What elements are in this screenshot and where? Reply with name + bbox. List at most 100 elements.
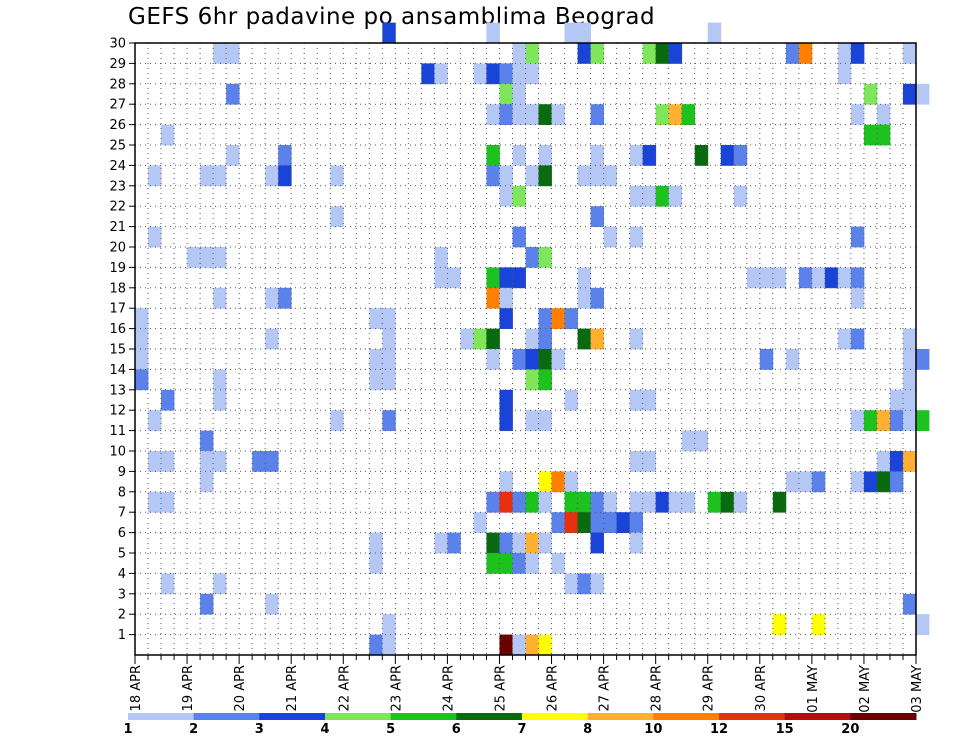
heatmap-cell — [382, 349, 396, 370]
heatmap-cell — [512, 226, 526, 248]
y-tick-label: 26 — [109, 118, 126, 133]
x-tick-label: 18 APR — [129, 665, 144, 711]
heatmap-cell — [720, 145, 735, 166]
heatmap-cell — [590, 43, 604, 64]
heatmap-cell — [564, 22, 578, 44]
heatmap-cell — [187, 247, 201, 268]
heatmap-cell — [590, 491, 604, 513]
heatmap-cell — [603, 491, 618, 513]
heatmap-cell — [876, 104, 891, 125]
heatmap-cell — [746, 267, 761, 289]
y-tick-label: 2 — [118, 608, 126, 623]
y-tick-label: 14 — [109, 363, 126, 378]
legend-label: 5 — [386, 722, 395, 737]
heatmap-cell — [902, 83, 917, 105]
heatmap-cell — [889, 451, 904, 472]
heatmap-cell — [369, 634, 383, 656]
legend-label: 4 — [320, 722, 329, 737]
heatmap-cell — [902, 349, 917, 370]
heatmap-cell — [486, 328, 500, 350]
heatmap-cell — [629, 451, 644, 472]
heatmap-cell — [798, 43, 813, 64]
legend-label: 6 — [452, 722, 461, 737]
y-tick-label: 17 — [109, 302, 126, 317]
legend-swatch — [390, 713, 457, 720]
heatmap-cell — [876, 471, 891, 493]
heatmap-cell — [577, 573, 591, 595]
heatmap-cell — [213, 369, 227, 391]
heatmap-cell — [382, 410, 396, 431]
heatmap-cell — [499, 308, 513, 329]
y-tick-label: 1 — [118, 628, 126, 643]
heatmap-cell — [200, 451, 214, 472]
heatmap-cell — [499, 553, 513, 574]
heatmap-cell — [525, 634, 539, 656]
heatmap-cell — [694, 430, 709, 452]
heatmap-cell — [226, 43, 240, 64]
heatmap-cell — [525, 104, 539, 125]
heatmap-cell — [486, 532, 500, 554]
heatmap-cell — [486, 145, 500, 166]
heatmap-cell — [486, 63, 500, 85]
heatmap-cell — [551, 349, 565, 370]
heatmap-cell — [538, 104, 552, 125]
heatmap-cell — [538, 145, 552, 166]
heatmap-cell — [499, 165, 513, 187]
heatmap-cell — [694, 145, 709, 166]
heatmap-cell — [655, 43, 670, 64]
legend-swatch — [193, 713, 260, 720]
heatmap-cell — [499, 532, 513, 554]
heatmap-cell — [590, 104, 604, 125]
heatmap-cell — [889, 471, 904, 493]
heatmap-cell — [642, 451, 657, 472]
heatmap-cell — [772, 267, 787, 289]
heatmap-cell — [629, 491, 644, 513]
heatmap-cell — [512, 634, 526, 656]
heatmap-cell — [525, 369, 539, 391]
heatmap-cell — [551, 553, 565, 574]
x-tick-label: 26 APR — [546, 665, 561, 711]
heatmap-cell — [850, 226, 865, 248]
heatmap-cell — [148, 410, 162, 431]
legend-swatch — [522, 713, 589, 720]
heatmap-cell — [382, 614, 396, 635]
heatmap-cell — [369, 369, 383, 391]
heatmap-cell — [564, 389, 578, 411]
heatmap-cell — [148, 451, 162, 472]
heatmap-cell — [200, 165, 214, 187]
x-tick-label: 24 APR — [441, 665, 456, 711]
heatmap-cell — [551, 512, 565, 533]
heatmap-cell — [876, 124, 891, 146]
x-tick-label: 19 APR — [181, 665, 196, 711]
heatmap-cell — [902, 451, 917, 472]
x-tick-label: 03 MAY — [910, 665, 925, 713]
heatmap-cell — [213, 287, 227, 309]
heatmap-cell — [577, 22, 591, 44]
heatmap-cell — [525, 165, 539, 187]
heatmap-cell — [369, 349, 383, 370]
x-tick-label: 23 APR — [389, 665, 404, 711]
y-tick-label: 10 — [109, 445, 126, 460]
heatmap-cell — [460, 328, 474, 350]
heatmap-cell — [798, 267, 813, 289]
heatmap-cell — [148, 491, 162, 513]
heatmap-cell — [421, 63, 435, 85]
heatmap-cell — [148, 165, 162, 187]
y-tick-label: 12 — [109, 404, 126, 419]
heatmap-cell — [916, 614, 930, 635]
heatmap-cell — [278, 287, 292, 309]
heatmap-cell — [265, 287, 279, 309]
heatmap-cell — [681, 104, 696, 125]
heatmap-cell — [863, 471, 878, 493]
heatmap-cell — [642, 389, 657, 411]
y-tick-label: 20 — [109, 241, 126, 256]
heatmap-cell — [785, 43, 800, 64]
legend-swatch — [128, 713, 195, 720]
y-tick-label: 7 — [118, 506, 126, 521]
heatmap-cell — [655, 104, 670, 125]
heatmap-cell — [525, 63, 539, 85]
heatmap-cell — [577, 287, 591, 309]
heatmap-cell — [629, 145, 644, 166]
heatmap-cell — [642, 145, 657, 166]
